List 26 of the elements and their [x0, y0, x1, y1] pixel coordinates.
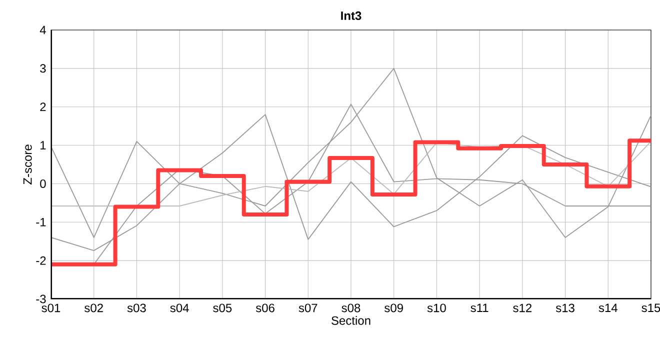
y-tick-label: -1: [36, 218, 46, 226]
x-tick-label: s09: [384, 304, 403, 312]
x-tick-label: s12: [513, 304, 532, 312]
x-tick-label: s07: [298, 304, 318, 312]
x-tick-label: s11: [470, 304, 488, 312]
y-tick-label: -2: [36, 256, 46, 265]
x-tick-label: s01: [42, 304, 60, 312]
x-tick-label: s08: [342, 304, 360, 312]
x-tick-label: s03: [127, 304, 146, 312]
y-tick-label: 2: [40, 102, 46, 112]
y-tick-label: 3: [40, 64, 46, 73]
x-tick-label: s14: [598, 304, 618, 312]
x-tick-label: s02: [84, 304, 103, 312]
x-tick-label: s15: [642, 304, 660, 312]
y-tick-label: 1: [40, 141, 46, 150]
x-tick-label: s13: [556, 304, 574, 312]
x-tick-label: s10: [427, 304, 446, 312]
x-axis-title: Section: [332, 316, 370, 325]
chart-title: Int3: [341, 11, 362, 20]
y-axis-title: Z-score: [23, 144, 32, 184]
x-tick-label: s04: [170, 304, 189, 312]
x-tick-label: s05: [213, 304, 232, 312]
y-tick-label: -3: [36, 294, 46, 304]
x-tick-label: s06: [256, 304, 274, 312]
y-tick-label: 4: [40, 26, 46, 34]
y-tick-label: 0: [40, 179, 46, 188]
